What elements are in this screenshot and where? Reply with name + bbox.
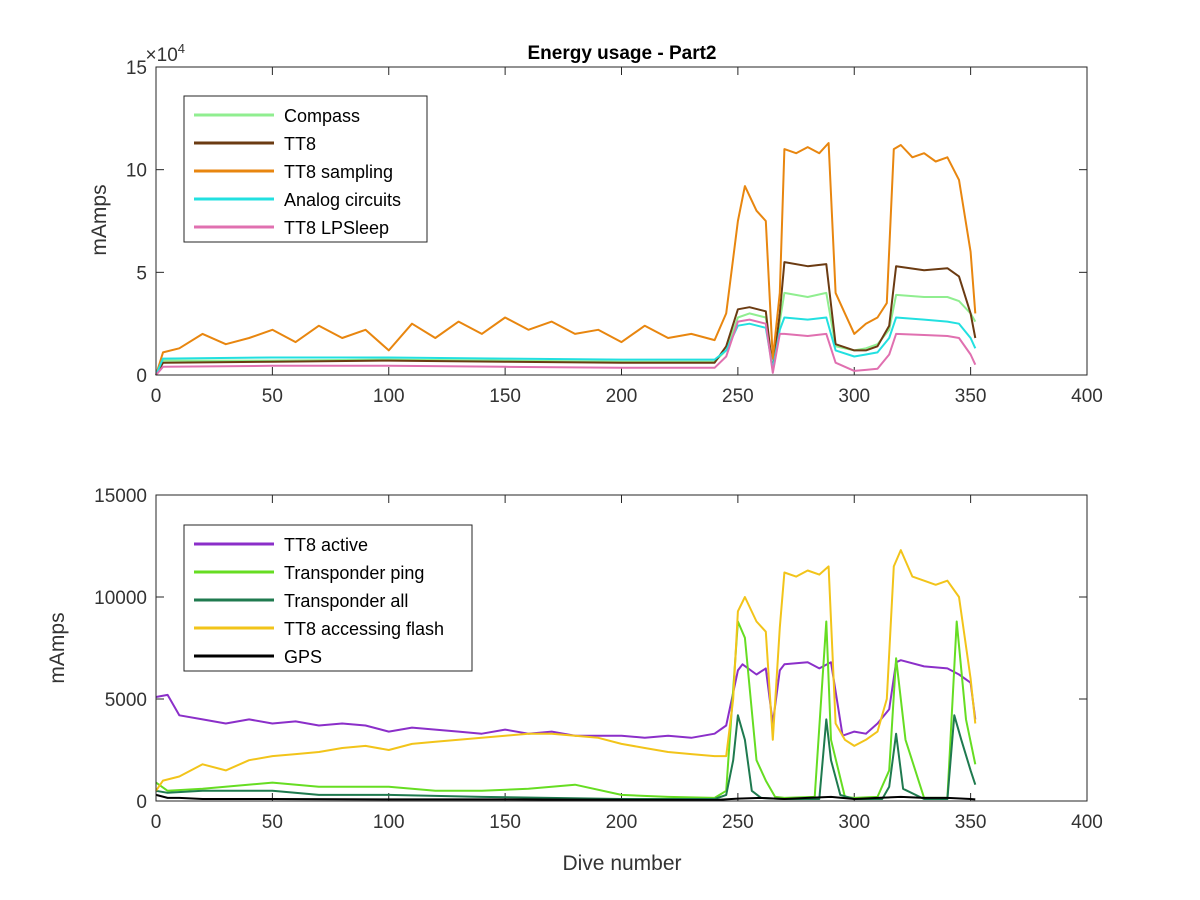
y-exponent-label: ×104 bbox=[146, 41, 185, 66]
bottom-x-tick-label: 150 bbox=[489, 812, 521, 833]
top-y-tick-label: 10 bbox=[126, 161, 147, 182]
legend-label-analog-circuits: Analog circuits bbox=[284, 190, 401, 210]
series-line-analog-circuits bbox=[155, 316, 977, 376]
bottom-y-tick-label: 5000 bbox=[105, 690, 147, 711]
top-y-tick-label: 0 bbox=[136, 366, 147, 387]
legend-label-tt8-lpsleep: TT8 LPSleep bbox=[284, 218, 389, 238]
bottom-x-tick-label: 0 bbox=[151, 812, 162, 833]
legend-label-tt8-accessing-flash: TT8 accessing flash bbox=[284, 619, 444, 639]
top-legend-box bbox=[183, 95, 428, 243]
bottom-y-tick-label: 15000 bbox=[94, 486, 147, 507]
legend-label-transponder-ping: Transponder ping bbox=[284, 563, 424, 583]
bottom-legend-box bbox=[183, 524, 473, 672]
legend-label-compass: Compass bbox=[284, 106, 360, 126]
bottom-y-axis-label: mAmps bbox=[46, 612, 69, 683]
bottom-legend: TT8 active Transponder ping Transponder al… bbox=[183, 524, 473, 672]
top-x-tick-label: 100 bbox=[373, 386, 405, 407]
legend-label-gps: GPS bbox=[284, 647, 322, 667]
series-line-tt8-active bbox=[155, 659, 977, 739]
bottom-axis-ticks: 0 50 100 150 200 250 300 350 400 0 5000 10000 15000 bbox=[94, 486, 1103, 833]
bottom-x-tick-label: 300 bbox=[838, 812, 870, 833]
series-line-tt8-sampling bbox=[155, 142, 977, 376]
top-series-group bbox=[155, 142, 977, 376]
top-axis-ticks: 0 50 100 150 200 250 300 350 400 0 5 10 15 bbox=[126, 58, 1103, 407]
top-y-tick-label: 5 bbox=[136, 263, 147, 284]
series-line-tt8 bbox=[155, 261, 977, 376]
figure-title: Energy usage - Part2 bbox=[527, 43, 716, 64]
bottom-x-tick-label: 250 bbox=[722, 812, 754, 833]
top-x-tick-label: 200 bbox=[606, 386, 638, 407]
bottom-plot: mAmps 0 50 100 150 200 250 300 350 400 0 5000 10000… bbox=[46, 486, 1103, 875]
top-legend: Compass TT8 TT8 sampling Analog circuits TT8… bbox=[183, 95, 428, 243]
bottom-x-tick-label: 100 bbox=[373, 812, 405, 833]
x-axis-label: Dive number bbox=[562, 852, 681, 875]
top-x-tick-label: 400 bbox=[1071, 386, 1103, 407]
top-x-tick-label: 150 bbox=[489, 386, 521, 407]
bottom-series-group bbox=[155, 549, 977, 801]
bottom-x-tick-label: 200 bbox=[606, 812, 638, 833]
legend-label-tt8: TT8 bbox=[284, 134, 316, 154]
series-line-tt8-lpsleep bbox=[155, 318, 977, 376]
top-x-tick-label: 0 bbox=[151, 386, 162, 407]
legend-label-tt8-active: TT8 active bbox=[284, 535, 368, 555]
top-x-tick-label: 50 bbox=[262, 386, 283, 407]
bottom-axes-box bbox=[155, 494, 1088, 802]
legend-label-tt8-sampling: TT8 sampling bbox=[284, 162, 393, 182]
bottom-y-tick-label: 10000 bbox=[94, 588, 147, 609]
bottom-y-tick-label: 0 bbox=[136, 792, 147, 813]
top-x-tick-label: 350 bbox=[955, 386, 987, 407]
legend-label-transponder-all: Transponder all bbox=[284, 591, 408, 611]
top-plot: ×104 mAmps 0 50 100 150 200 250 300 350 400 0 5 10 1… bbox=[88, 41, 1103, 407]
series-line-gps bbox=[155, 793, 976, 801]
top-axes-box bbox=[155, 66, 1088, 376]
top-y-tick-label: 15 bbox=[126, 58, 147, 79]
series-line-transponder-ping bbox=[155, 620, 977, 799]
bottom-x-tick-label: 350 bbox=[955, 812, 987, 833]
top-x-tick-label: 250 bbox=[722, 386, 754, 407]
top-y-axis-label: mAmps bbox=[88, 184, 111, 255]
series-line-compass bbox=[155, 291, 977, 376]
bottom-x-tick-label: 400 bbox=[1071, 812, 1103, 833]
top-x-tick-label: 300 bbox=[838, 386, 870, 407]
bottom-x-tick-label: 50 bbox=[262, 812, 283, 833]
series-line-tt8-accessing-flash bbox=[155, 549, 977, 792]
